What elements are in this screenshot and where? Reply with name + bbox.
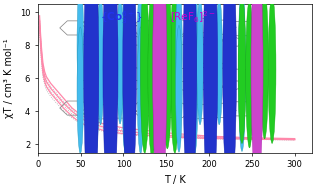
- Circle shape: [253, 0, 261, 137]
- Circle shape: [246, 0, 253, 148]
- Circle shape: [208, 0, 214, 108]
- Circle shape: [191, 28, 198, 154]
- Circle shape: [176, 26, 182, 152]
- Circle shape: [77, 0, 84, 109]
- Circle shape: [224, 26, 230, 153]
- Circle shape: [261, 0, 268, 139]
- Y-axis label: χT / cm³ K mol⁻¹: χT / cm³ K mol⁻¹: [4, 39, 14, 118]
- Circle shape: [148, 0, 157, 158]
- Circle shape: [239, 0, 245, 111]
- Circle shape: [208, 28, 214, 154]
- Circle shape: [107, 0, 114, 107]
- Circle shape: [170, 0, 179, 153]
- Circle shape: [268, 0, 276, 143]
- Circle shape: [253, 2, 261, 149]
- Circle shape: [137, 0, 144, 109]
- Circle shape: [137, 27, 144, 154]
- Circle shape: [155, 0, 164, 147]
- Circle shape: [224, 0, 230, 109]
- Circle shape: [153, 0, 167, 189]
- Circle shape: [107, 28, 114, 154]
- Circle shape: [84, 0, 99, 189]
- Circle shape: [197, 0, 203, 125]
- Circle shape: [239, 25, 245, 151]
- Circle shape: [176, 0, 182, 110]
- Circle shape: [122, 28, 129, 154]
- Text: $\{$Co$_3^{6+}\}$: $\{$Co$_3^{6+}\}$: [100, 9, 143, 26]
- Circle shape: [123, 0, 137, 189]
- Circle shape: [191, 0, 198, 108]
- Circle shape: [122, 0, 129, 107]
- Circle shape: [183, 0, 197, 189]
- Circle shape: [251, 0, 263, 186]
- Circle shape: [77, 27, 84, 154]
- X-axis label: T / K: T / K: [164, 175, 186, 185]
- Circle shape: [238, 0, 246, 143]
- Circle shape: [97, 0, 104, 125]
- Text: [ReF$_6]^{2-}$: [ReF$_6]^{2-}$: [170, 9, 216, 25]
- Circle shape: [223, 0, 236, 189]
- Circle shape: [92, 0, 99, 105]
- Circle shape: [203, 0, 218, 189]
- Circle shape: [155, 0, 164, 159]
- Circle shape: [103, 0, 118, 189]
- Circle shape: [163, 0, 172, 149]
- Circle shape: [140, 0, 149, 153]
- Circle shape: [117, 0, 123, 124]
- Circle shape: [92, 30, 99, 157]
- Circle shape: [216, 0, 222, 125]
